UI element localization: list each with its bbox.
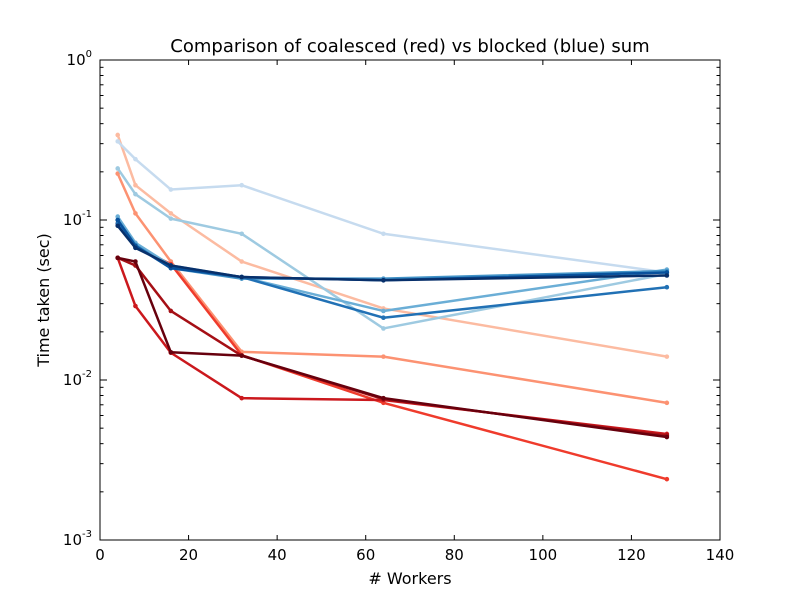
series-12-line: [116, 225, 667, 282]
series-1-point: [115, 171, 121, 176]
series-8-point: [381, 308, 386, 314]
series-5: [115, 255, 670, 440]
series-3-point: [133, 303, 138, 309]
series-5-line: [117, 256, 668, 439]
chart-title: Comparison of coalesced (red) vs blocked…: [170, 36, 649, 57]
series-7-point: [115, 166, 121, 171]
series-layer: [115, 132, 670, 482]
series-6-line: [116, 140, 668, 274]
series-7: [115, 166, 670, 331]
series-12-point: [381, 277, 386, 283]
y-tick-label: 100: [67, 49, 92, 69]
series-4: [115, 255, 670, 438]
x-axis-label: # Workers: [368, 569, 451, 588]
series-6: [115, 139, 670, 275]
x-tick-label: 60: [356, 546, 375, 564]
series-7-point: [133, 191, 138, 197]
series-12-point: [115, 223, 121, 229]
series-4-line: [117, 256, 668, 437]
series-7-point: [168, 216, 174, 221]
x-tick-label: 120: [617, 546, 646, 564]
series-12-point: [664, 273, 670, 278]
x-tick-label: 0: [95, 546, 105, 564]
y-tick-label: 10-2: [63, 369, 92, 389]
series-0-point: [133, 182, 138, 188]
series-1-point: [133, 211, 138, 216]
series-5-point: [168, 349, 174, 355]
series-1: [115, 171, 670, 406]
series-3-line: [116, 257, 668, 436]
series-0: [115, 132, 670, 359]
y-tick-label: 10-3: [63, 529, 92, 549]
series-12: [115, 223, 670, 283]
series-6-point: [115, 139, 121, 144]
x-tick-label: 140: [706, 546, 735, 564]
series-3: [115, 255, 670, 437]
series-8-point: [115, 214, 121, 219]
plot-frame: [99, 59, 721, 541]
series-12-point: [168, 263, 174, 268]
series-3-point: [239, 395, 245, 401]
series-6-point: [133, 156, 138, 162]
series-5-point: [664, 434, 670, 440]
series-12-point: [133, 245, 138, 251]
series-0-point: [115, 132, 121, 138]
x-tick-label: 20: [179, 546, 198, 564]
x-tick-label: 100: [529, 546, 558, 564]
series-6-point: [239, 182, 245, 188]
series-12-point: [239, 274, 245, 280]
series-5-point: [381, 395, 386, 401]
series-5-point: [133, 259, 138, 264]
series-10-point: [664, 284, 670, 290]
y-axis-label: Time taken (sec): [34, 233, 53, 368]
series-4-point: [168, 308, 174, 314]
series-0-point: [664, 354, 670, 359]
series-5-point: [239, 353, 245, 358]
x-tick-label: 80: [445, 546, 464, 564]
series-5-point: [115, 255, 121, 261]
y-tick-label: 10-1: [63, 209, 92, 229]
series-1-line: [116, 173, 668, 405]
series-11-point: [115, 217, 121, 223]
series-7-point: [381, 326, 386, 331]
series-0-point: [239, 259, 245, 264]
series-1-point: [381, 354, 386, 359]
series-10-point: [381, 315, 386, 321]
x-tick-label: 40: [268, 546, 287, 564]
series-6-point: [168, 187, 174, 192]
series-6-point: [381, 231, 386, 237]
series-0-line: [116, 134, 668, 358]
tick-layer: 0 20 40 60 80 100 120 140 100 10-1 10-2 10-3: [63, 49, 734, 564]
series-0-point: [168, 211, 174, 216]
series-7-point: [239, 231, 245, 237]
series-2-point: [664, 476, 670, 482]
series-7-line: [116, 167, 668, 330]
series-1-point: [664, 400, 670, 406]
